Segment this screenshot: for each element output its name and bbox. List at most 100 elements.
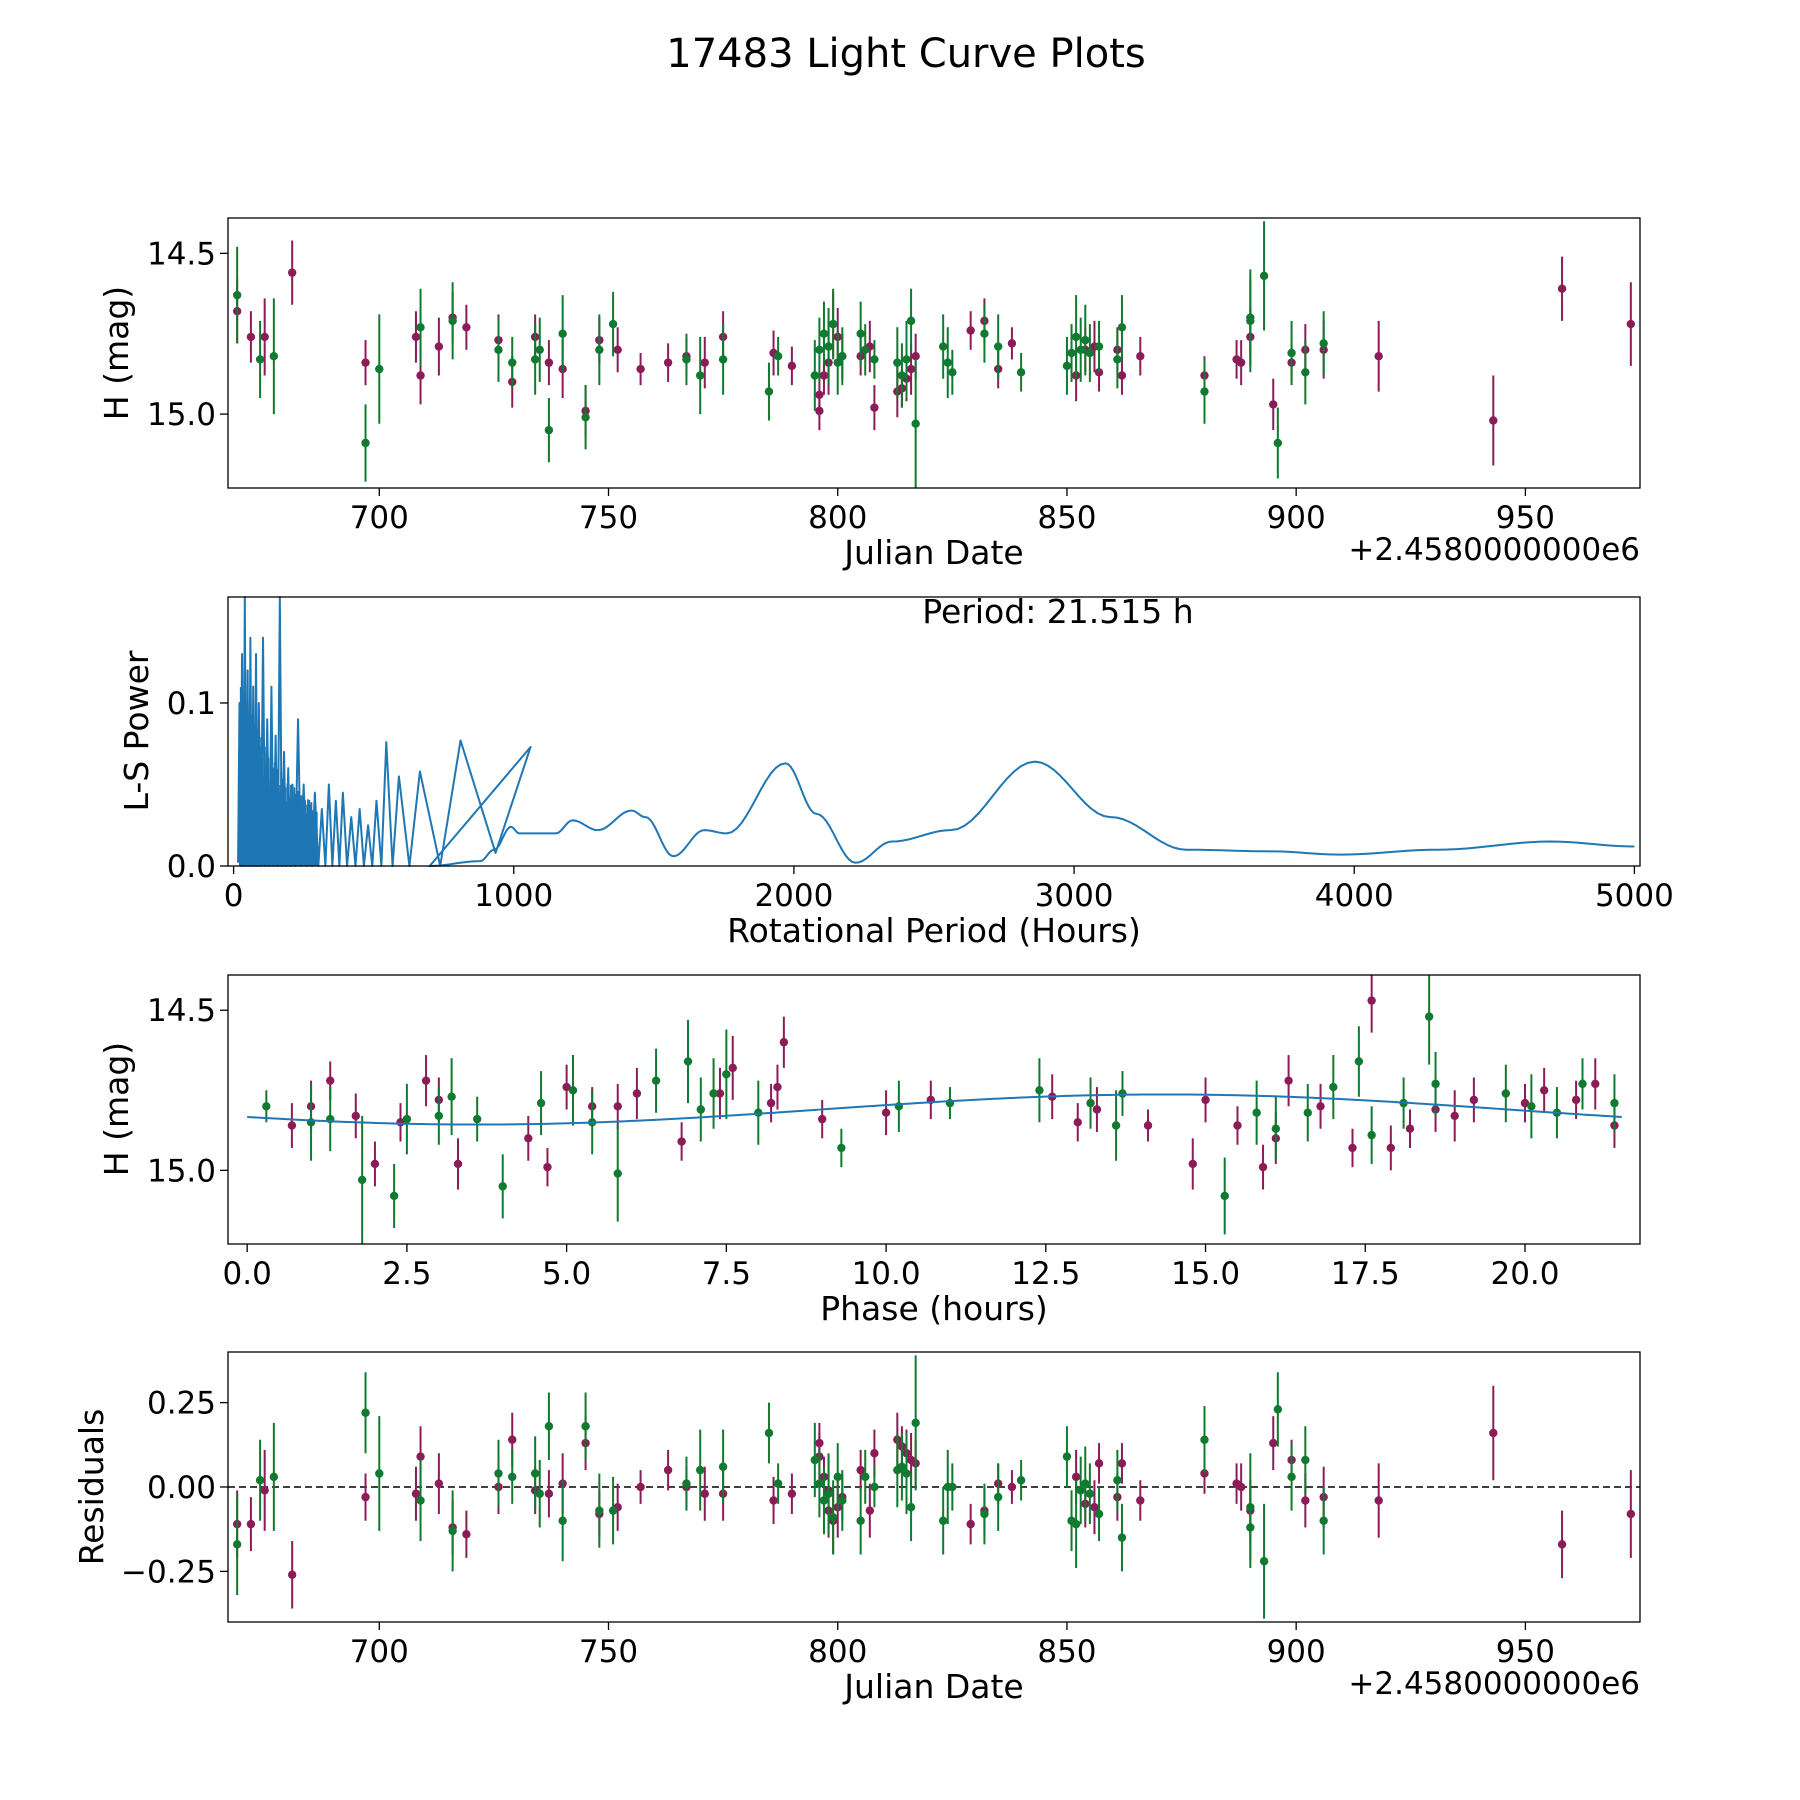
panel-4-point: [1007, 1482, 1017, 1492]
panel-1-xlabel: Julian Date: [842, 533, 1024, 572]
panel-1-lightcurve: 700 750 800 850 900 950 15.0 14.5 Julian Date H…: [97, 217, 1641, 572]
panel-3-point: [817, 1114, 827, 1124]
panel-4-point: [411, 1489, 421, 1498]
panel-4-point: [1117, 1459, 1127, 1468]
panel-1-point: [993, 342, 1003, 351]
panel-3-point: [536, 1098, 546, 1108]
panel-4-point: [1117, 1533, 1127, 1542]
panel-3-point: [1284, 1076, 1293, 1085]
panel-4-point: [416, 1496, 425, 1505]
panel-1-point: [911, 419, 920, 428]
panel-1-point: [1236, 358, 1246, 367]
panel-3-point: [1086, 1098, 1095, 1108]
panel-3-point: [613, 1102, 622, 1111]
panel-4-point: [865, 1506, 875, 1515]
panel-4-point: [838, 1496, 847, 1505]
panel-1-xtick-label: 950: [1496, 500, 1555, 536]
panel-3-model: [247, 1093, 1622, 1126]
panel-3-point: [651, 1076, 661, 1085]
panel-2-axes: 0 1000 2000 3000 4000 5000 0.0 0.1: [167, 686, 1674, 914]
panel-3-point: [1610, 1098, 1619, 1108]
panel-1-point: [246, 332, 256, 342]
panel-1-point: [824, 342, 833, 351]
panel-1-point: [906, 316, 916, 326]
panel-3-xtick-label: 2.5: [382, 1256, 431, 1292]
panel-3-point: [613, 1169, 622, 1178]
panel-1-point: [833, 358, 842, 367]
panel-1-frame: [227, 217, 1641, 489]
panel-3-points: [262, 975, 1619, 1244]
panel-1-point: [819, 329, 829, 338]
panel-4-point: [828, 1513, 838, 1522]
panel-1-point: [1062, 361, 1072, 371]
model-curve: [247, 1093, 1622, 1126]
panel-4-point: [1085, 1489, 1095, 1498]
panel-1-point: [581, 413, 590, 422]
panel-1-point: [1117, 323, 1127, 332]
panel-3-ytick-label: 14.5: [147, 993, 216, 1029]
panel-3-point: [562, 1082, 571, 1092]
panel-3-point: [1591, 1079, 1600, 1089]
panel-3-point: [773, 1082, 782, 1092]
panel-3-point: [421, 1076, 431, 1085]
panel-1-point: [1319, 339, 1328, 348]
panel-3-point: [1143, 1121, 1153, 1130]
panel-4-point: [1076, 1486, 1085, 1495]
panel-1-point: [1067, 348, 1076, 358]
panel-3-point: [524, 1134, 533, 1143]
panel-3-point: [1111, 1121, 1121, 1130]
panel-4-point: [1136, 1496, 1145, 1505]
panel-4-point: [375, 1469, 384, 1478]
panel-3-point: [1252, 1108, 1261, 1117]
panel-2-ytick-label: 0.0: [167, 849, 216, 885]
panel-1-point: [448, 316, 457, 326]
panel-4-point: [948, 1482, 957, 1492]
panel-1-xtick-label: 850: [1037, 500, 1096, 536]
panel-1-point: [375, 364, 384, 374]
panel-1-point: [943, 358, 952, 367]
panel-1-point: [700, 358, 709, 367]
panel-3-point: [1271, 1124, 1281, 1133]
panel-3-point: [1450, 1111, 1459, 1121]
panel-1-xtick-label: 700: [350, 500, 409, 536]
panel-3-point: [498, 1182, 507, 1191]
panel-1-point: [838, 352, 847, 361]
panel-1-point: [595, 345, 604, 354]
panel-1-point: [1094, 342, 1104, 351]
panel-4-xtick-label: 900: [1267, 1634, 1326, 1670]
panel-3-point: [1220, 1191, 1229, 1201]
panel-4-point: [870, 1449, 879, 1458]
panel-4-point: [1557, 1540, 1567, 1549]
panel-1-point: [938, 342, 948, 351]
panel-1-point: [897, 371, 907, 380]
panel-3-point: [1571, 1095, 1581, 1105]
panel-2-ytick-label: 0.1: [167, 686, 216, 722]
panel-1-point: [1085, 348, 1095, 358]
panel-3-point: [1118, 1089, 1127, 1098]
panel-4-point: [1273, 1405, 1283, 1414]
panel-4-point: [462, 1530, 471, 1539]
panel-1-point: [1273, 438, 1283, 448]
panel-4-point: [361, 1492, 370, 1502]
panel-1-point: [787, 361, 797, 371]
panel-3-point: [262, 1102, 271, 1111]
panel-3-point: [632, 1089, 642, 1098]
panel-4-point: [773, 1479, 783, 1488]
panel-4-point: [1071, 1519, 1081, 1529]
panel-4-point: [1374, 1496, 1383, 1505]
panel-1-point: [1071, 332, 1081, 342]
panel-1-point: [613, 345, 622, 354]
panel-1-point: [906, 364, 916, 374]
panel-1-point: [544, 425, 554, 435]
panel-4-point: [246, 1519, 256, 1529]
panel-2-periodogram: 0 1000 2000 3000 4000 5000 0.0 0.1 Period: 21.5…: [117, 592, 1674, 950]
panel-3-point: [1405, 1124, 1415, 1133]
panel-4-point: [1081, 1479, 1090, 1488]
panel-3-point: [1501, 1089, 1511, 1098]
panel-4-point: [608, 1506, 618, 1515]
panel-4-point: [906, 1503, 916, 1512]
panel-4-ytick-label: 0.25: [147, 1386, 216, 1422]
panel-4-point: [544, 1489, 554, 1498]
panel-1-point: [1301, 368, 1310, 377]
panel-4-point: [718, 1462, 728, 1471]
